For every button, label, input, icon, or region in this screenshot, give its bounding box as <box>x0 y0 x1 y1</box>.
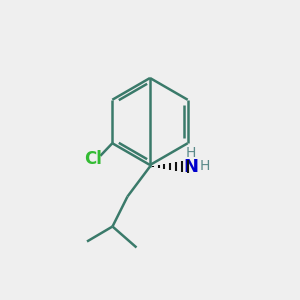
Text: Cl: Cl <box>84 150 102 168</box>
Text: H: H <box>200 160 210 173</box>
Text: H: H <box>185 146 196 160</box>
Text: N: N <box>183 158 198 175</box>
